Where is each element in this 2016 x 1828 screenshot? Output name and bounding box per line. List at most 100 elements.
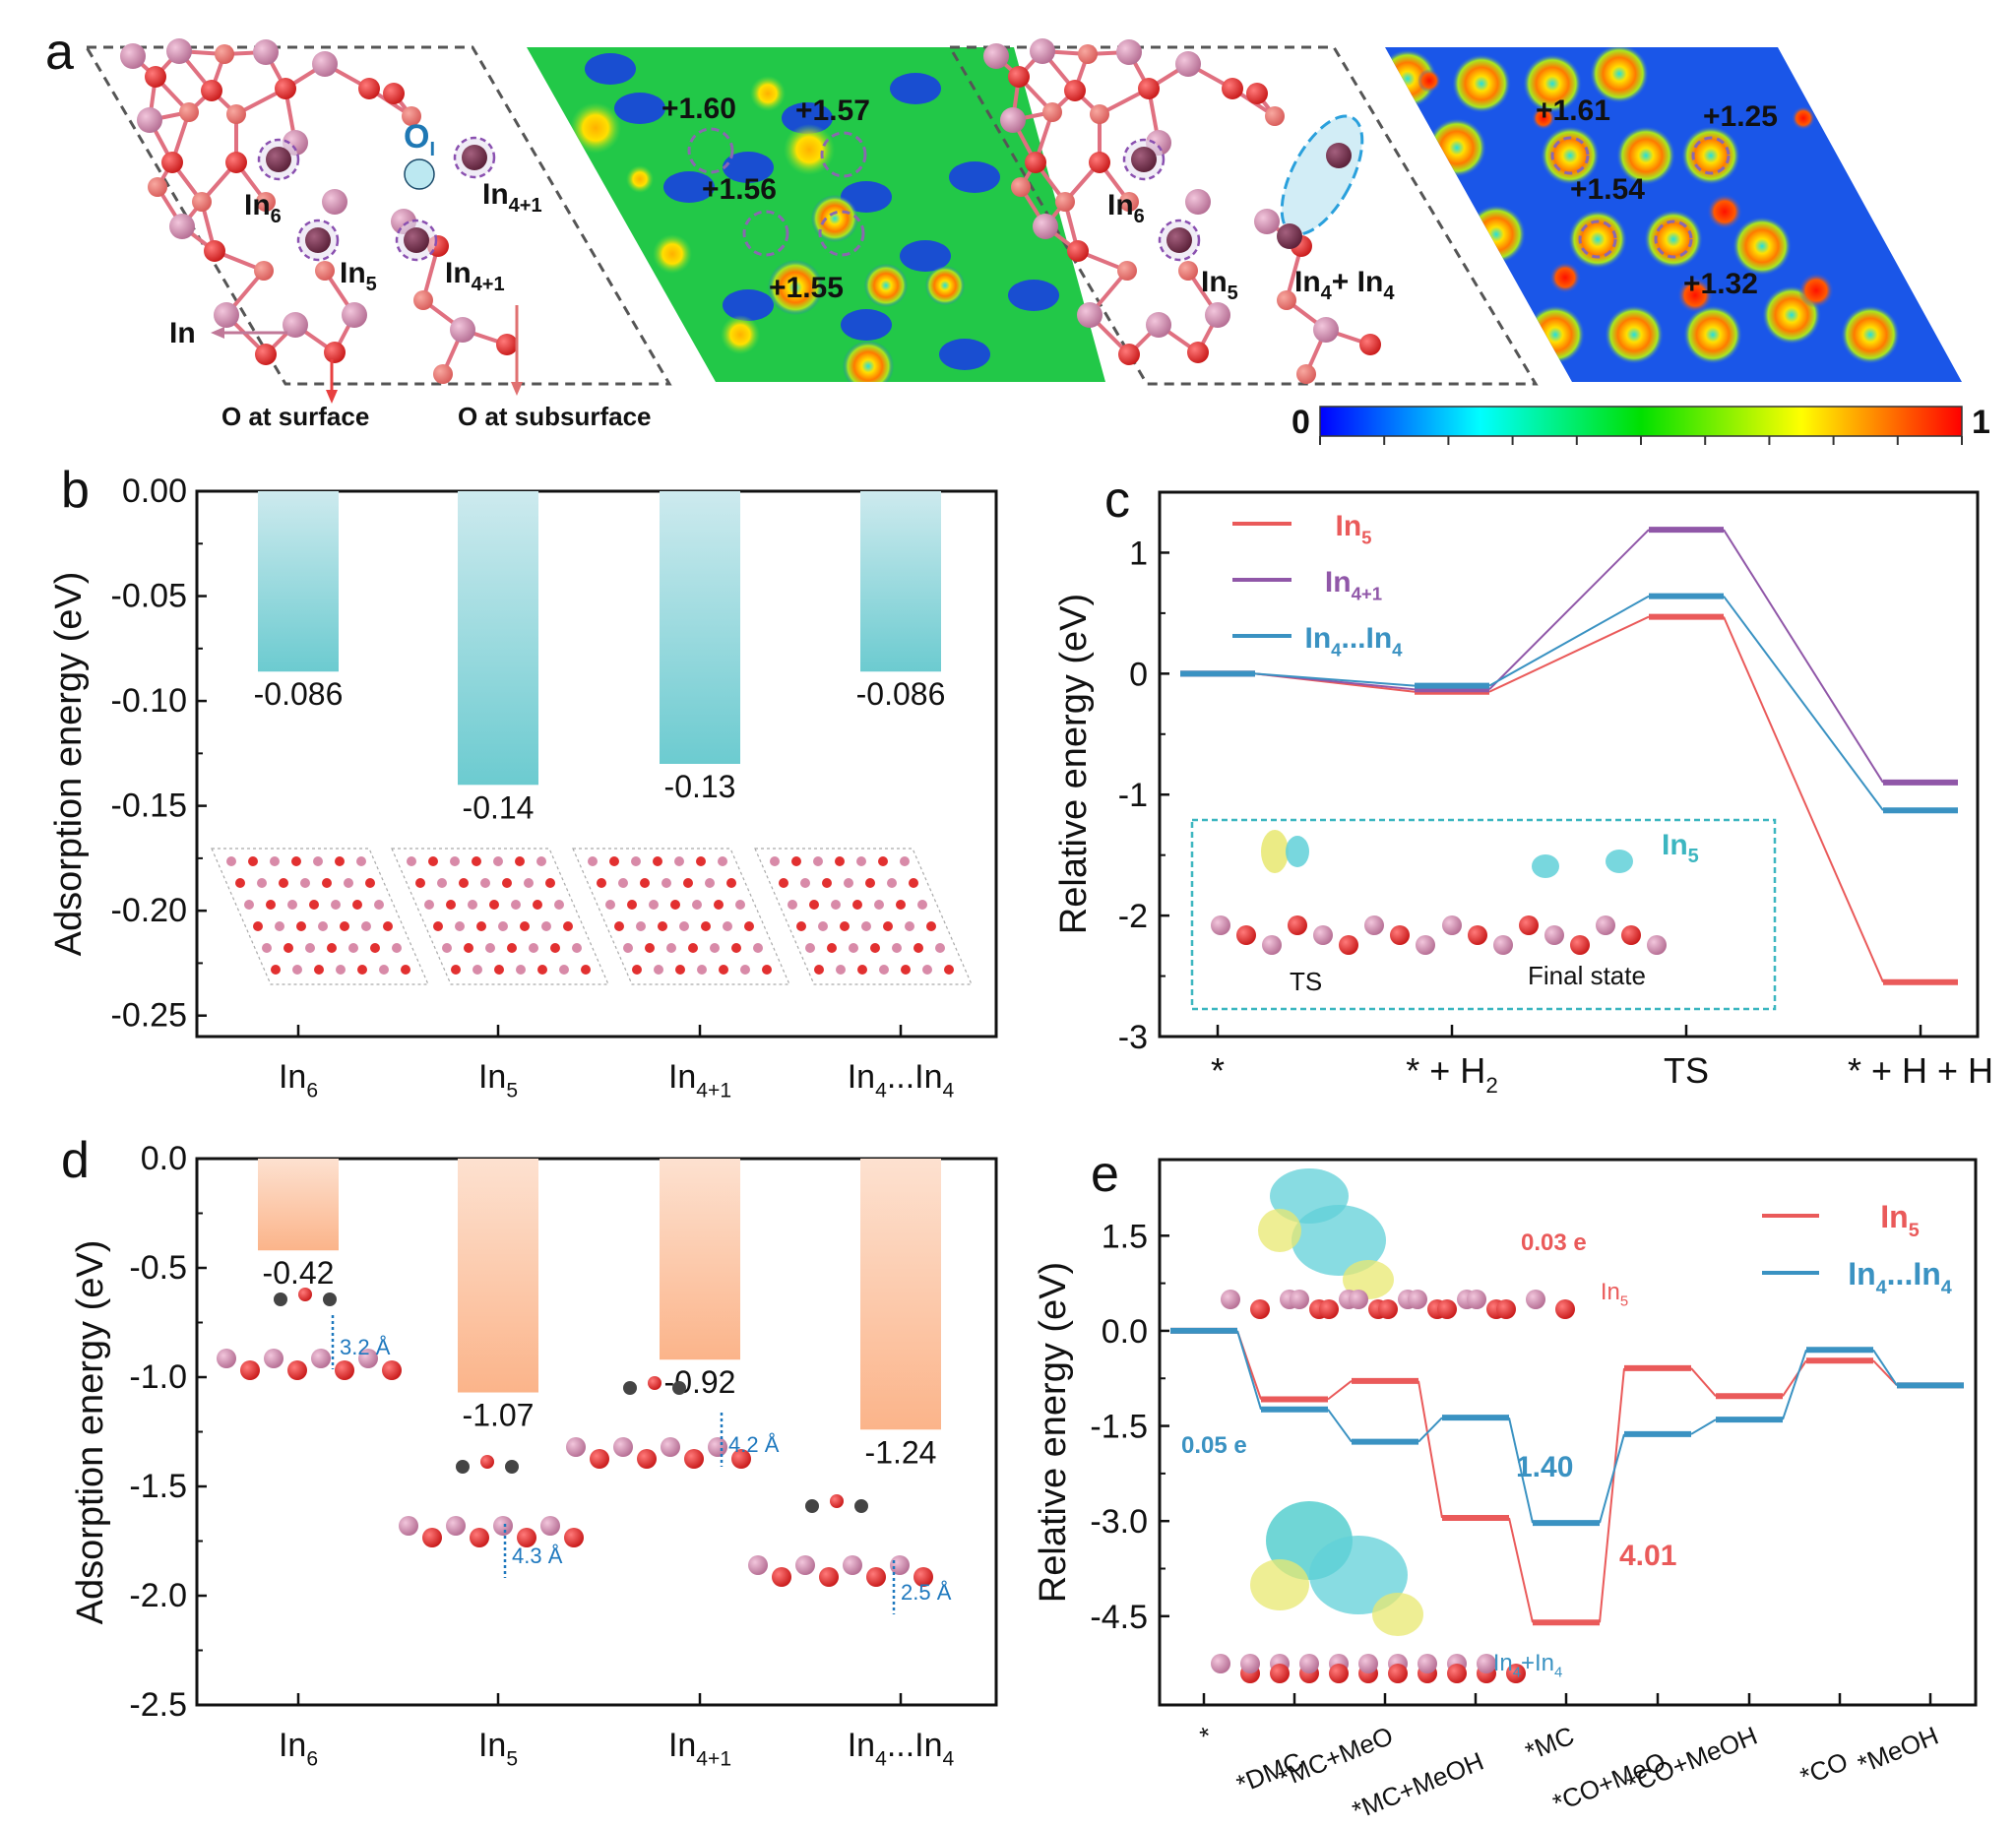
oxygen-atom: [632, 965, 642, 975]
label-subscript: 4+1: [696, 1748, 731, 1771]
label-base: * + H + H: [1848, 1050, 1993, 1091]
oxygen-atom: [1246, 83, 1268, 104]
plot-frame: [195, 489, 998, 1039]
indium-atom: [214, 302, 239, 328]
indium-atom: [856, 856, 866, 866]
oxygen-atom: [255, 344, 277, 365]
label-subscript: 6: [306, 1748, 318, 1771]
transition-line: [1723, 616, 1884, 983]
indium-atom: [572, 943, 582, 953]
distance-label: 3.2 Å: [340, 1335, 391, 1359]
indium-atom: [226, 856, 236, 866]
y-axis-label: Relative energy (eV): [1053, 594, 1095, 934]
density-spot: [1798, 273, 1834, 308]
indium-atom: [735, 900, 745, 910]
panel-label-c: c: [1104, 472, 1130, 529]
indium-atom: [1596, 915, 1615, 935]
x-tick-label: *: [1196, 1721, 1217, 1752]
oxygen-atom: [472, 856, 481, 866]
indium-atom: [723, 921, 732, 931]
oxygen-atom: [256, 192, 276, 212]
indium-atom: [493, 1516, 513, 1536]
y-tick-label: -1.5: [1090, 1409, 1148, 1446]
label-base: ...In: [1887, 1256, 1941, 1292]
series-1: [1180, 527, 1958, 786]
unit-cell-outline: [947, 45, 1539, 386]
bar: [860, 491, 941, 672]
indium-atom: [358, 1349, 378, 1368]
indium-atom-in4: [1326, 143, 1352, 168]
charge-label: +1.60: [662, 93, 736, 125]
oxygen-vacancy-highlight: [404, 158, 435, 190]
indium-atom: [559, 965, 569, 975]
x-tick-label: In4...In4: [848, 1727, 955, 1771]
oxygen-atom: [779, 878, 788, 888]
oxygen-atom: [835, 856, 845, 866]
oxygen-atom: [772, 1567, 791, 1587]
carbon-atom: [623, 1381, 637, 1395]
oxygen-atom: [401, 965, 410, 975]
panel-d-dmc-adsorption-chart: d -0.42 -1.07 -0.92 -1.24 3.2 Å 4.3 Å 4.2 Å 2.…: [61, 1132, 998, 1771]
indium-atom: [1262, 935, 1282, 955]
carbon-atom: [854, 1499, 868, 1513]
indium-atom: [708, 1437, 727, 1457]
unit-cell-outline: [84, 45, 672, 386]
oxygen-atom: [648, 1376, 662, 1390]
indium-atom: [1175, 51, 1201, 77]
panel-label-e: e: [1091, 1146, 1119, 1203]
legend-label: In5: [1880, 1199, 1919, 1241]
oxygen-atom: [1025, 152, 1046, 173]
oxygen-atom: [590, 1449, 609, 1469]
oxygen-atom: [451, 965, 461, 975]
density-low-region: [585, 53, 636, 85]
label-base: ...In: [887, 1058, 943, 1096]
oxygen-atom: [1055, 192, 1075, 212]
indium-atom: [844, 878, 853, 888]
transition-line: [1872, 1349, 1898, 1386]
oxygen-atom: [1437, 1299, 1457, 1319]
oxygen-atom: [1011, 177, 1031, 197]
charge-label: +1.55: [769, 272, 844, 304]
oxygen-atom: [653, 856, 662, 866]
indium-atom: [342, 302, 367, 328]
legend-label: In5: [1335, 510, 1371, 547]
charge-label: +1.54: [1570, 173, 1645, 206]
panel-label-b: b: [61, 462, 90, 519]
label-subscript: 4: [1331, 639, 1342, 660]
y-tick-label: -3: [1118, 1019, 1148, 1056]
density-spot: [1605, 305, 1664, 364]
thumbnail-cell: [211, 848, 429, 985]
indium-atom: [361, 921, 371, 931]
oxygen-atom: [1178, 261, 1198, 281]
label-subscript: 5: [506, 1080, 518, 1103]
y-tick-label: -0.20: [111, 892, 188, 929]
site-label-in4plus1-lower: In4+1: [445, 257, 505, 295]
indium-atom: [1313, 317, 1339, 343]
indium-atom: [1647, 935, 1667, 955]
density-spot: [1644, 210, 1703, 269]
label-base: ...In: [1342, 622, 1393, 655]
oxygen-atom: [201, 80, 222, 101]
charge-isosurface: [1606, 850, 1633, 873]
indium-atom: [446, 1516, 466, 1536]
y-tick-label: -0.05: [111, 578, 188, 615]
density-spot: [1526, 305, 1585, 364]
oxygen-atom: [192, 192, 212, 212]
indium-atom: [511, 900, 521, 910]
indium-atom: [1364, 915, 1384, 935]
indium-atom: [529, 943, 538, 953]
oxygen-atom: [253, 921, 263, 931]
indium-atom: [1299, 1654, 1319, 1673]
indium-atom: [356, 856, 366, 866]
oxygen-atom: [744, 921, 754, 931]
indium-atom: [1211, 1654, 1230, 1673]
indium-atom-highlighted: [305, 227, 331, 253]
oxygen-atom: [914, 943, 923, 953]
oxygen-atom: [254, 261, 274, 281]
label-base: In: [668, 1727, 696, 1764]
oxygen-atom: [791, 856, 801, 866]
charge-difference-insets: [1211, 1168, 1575, 1683]
y-tick-label: 1: [1129, 535, 1148, 572]
oxygen-atom: [684, 1449, 704, 1469]
